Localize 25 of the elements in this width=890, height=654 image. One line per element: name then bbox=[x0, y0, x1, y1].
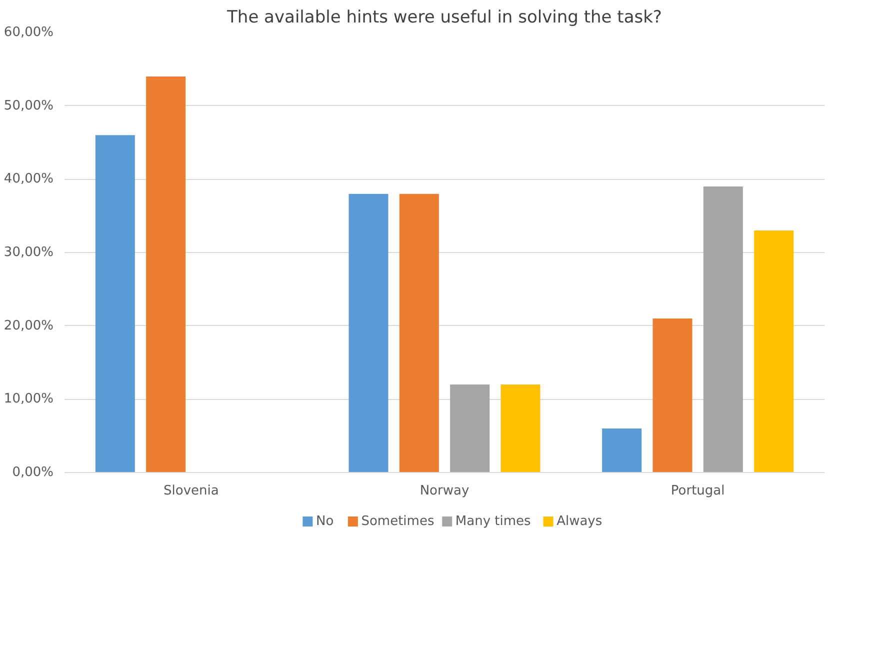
bar bbox=[146, 76, 186, 472]
legend-label: Always bbox=[556, 514, 602, 529]
bar bbox=[500, 384, 540, 472]
y-tick-label: 60,00% bbox=[4, 25, 54, 40]
x-tick-label: Norway bbox=[420, 484, 470, 498]
legend-label: Sometimes bbox=[361, 514, 434, 529]
y-tick-label: 10,00% bbox=[4, 392, 54, 407]
bar bbox=[348, 194, 388, 472]
bar bbox=[602, 428, 642, 472]
bar bbox=[652, 318, 692, 472]
y-tick-label: 30,00% bbox=[4, 245, 54, 260]
bar bbox=[450, 384, 490, 472]
legend-label: No bbox=[316, 514, 334, 529]
y-tick-label: 0,00% bbox=[12, 465, 54, 480]
chart-title: The available hints were useful in solving the task? bbox=[226, 8, 662, 28]
y-tick-label: 40,00% bbox=[4, 172, 54, 187]
y-tick-label: 20,00% bbox=[4, 318, 54, 334]
x-tick-label: Slovenia bbox=[164, 484, 219, 498]
bar bbox=[703, 186, 743, 472]
bar bbox=[95, 135, 135, 472]
bar bbox=[754, 230, 794, 472]
x-tick-label: Portugal bbox=[670, 484, 725, 498]
bar bbox=[399, 194, 439, 472]
y-tick-label: 50,00% bbox=[4, 98, 54, 114]
legend-label: Many times bbox=[455, 514, 532, 529]
